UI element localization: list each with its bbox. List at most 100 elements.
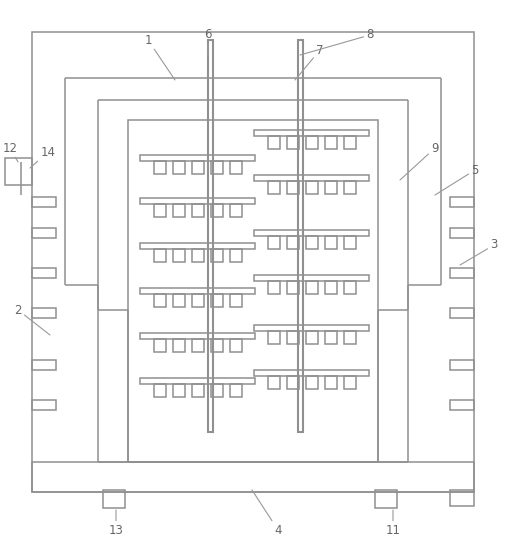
- Bar: [254, 325, 369, 331]
- Bar: [154, 161, 165, 174]
- Bar: [254, 175, 369, 181]
- Text: 6: 6: [204, 28, 211, 55]
- Bar: [286, 281, 298, 294]
- Bar: [211, 339, 223, 352]
- Bar: [449, 268, 473, 278]
- Bar: [32, 197, 56, 207]
- Bar: [154, 249, 165, 262]
- Bar: [325, 331, 336, 344]
- Bar: [230, 249, 242, 262]
- Bar: [325, 281, 336, 294]
- Bar: [191, 384, 204, 397]
- Bar: [325, 181, 336, 194]
- Bar: [191, 204, 204, 217]
- Bar: [230, 384, 242, 397]
- Bar: [306, 181, 317, 194]
- Bar: [32, 462, 473, 492]
- Bar: [449, 490, 473, 506]
- Bar: [211, 204, 223, 217]
- Bar: [173, 249, 184, 262]
- Bar: [325, 376, 336, 389]
- Bar: [208, 40, 213, 432]
- Bar: [286, 376, 298, 389]
- Text: 2: 2: [14, 304, 50, 335]
- Text: 3: 3: [459, 238, 497, 265]
- Bar: [449, 197, 473, 207]
- Bar: [5, 158, 32, 185]
- Bar: [32, 400, 56, 410]
- Bar: [344, 181, 356, 194]
- Bar: [306, 281, 317, 294]
- Bar: [286, 331, 298, 344]
- Bar: [449, 228, 473, 238]
- Bar: [267, 236, 279, 249]
- Bar: [140, 243, 255, 249]
- Bar: [286, 136, 298, 149]
- Bar: [173, 384, 184, 397]
- Bar: [140, 288, 255, 294]
- Bar: [449, 360, 473, 370]
- Bar: [154, 204, 165, 217]
- Text: 9: 9: [399, 142, 438, 180]
- Bar: [173, 161, 184, 174]
- Bar: [254, 275, 369, 281]
- Bar: [306, 331, 317, 344]
- Text: 8: 8: [299, 28, 373, 55]
- Bar: [286, 181, 298, 194]
- Bar: [230, 294, 242, 307]
- Bar: [211, 161, 223, 174]
- Bar: [140, 378, 255, 384]
- Bar: [128, 120, 377, 462]
- Bar: [344, 376, 356, 389]
- Bar: [154, 339, 165, 352]
- Bar: [254, 230, 369, 236]
- Bar: [173, 204, 184, 217]
- Bar: [173, 339, 184, 352]
- Text: 11: 11: [385, 510, 400, 536]
- Bar: [344, 331, 356, 344]
- Bar: [211, 294, 223, 307]
- Bar: [297, 40, 302, 432]
- Bar: [230, 204, 242, 217]
- Bar: [32, 228, 56, 238]
- Bar: [140, 155, 255, 161]
- Bar: [286, 236, 298, 249]
- Bar: [325, 136, 336, 149]
- Bar: [32, 360, 56, 370]
- Bar: [267, 136, 279, 149]
- Bar: [267, 181, 279, 194]
- Bar: [449, 308, 473, 318]
- Text: 5: 5: [434, 163, 478, 195]
- Bar: [191, 294, 204, 307]
- Text: 1: 1: [144, 34, 175, 80]
- Bar: [191, 339, 204, 352]
- Text: 14: 14: [30, 146, 56, 168]
- Bar: [230, 339, 242, 352]
- Bar: [32, 268, 56, 278]
- Bar: [344, 136, 356, 149]
- Bar: [140, 333, 255, 339]
- Bar: [254, 370, 369, 376]
- Bar: [154, 294, 165, 307]
- Bar: [32, 308, 56, 318]
- Text: 12: 12: [3, 142, 18, 162]
- Text: 4: 4: [251, 490, 281, 536]
- Bar: [32, 32, 473, 492]
- Bar: [191, 161, 204, 174]
- Bar: [267, 376, 279, 389]
- Bar: [191, 249, 204, 262]
- Bar: [154, 384, 165, 397]
- Bar: [344, 236, 356, 249]
- Bar: [254, 130, 369, 136]
- Bar: [103, 490, 125, 508]
- Bar: [306, 236, 317, 249]
- Bar: [344, 281, 356, 294]
- Bar: [267, 281, 279, 294]
- Bar: [449, 400, 473, 410]
- Bar: [267, 331, 279, 344]
- Bar: [374, 490, 396, 508]
- Bar: [306, 376, 317, 389]
- Bar: [230, 161, 242, 174]
- Bar: [325, 236, 336, 249]
- Bar: [173, 294, 184, 307]
